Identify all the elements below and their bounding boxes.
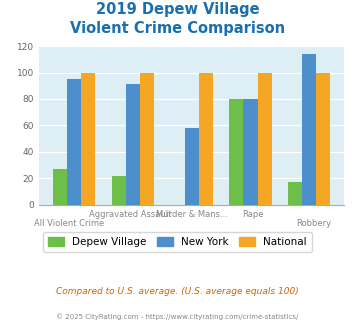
- Bar: [126, 84, 140, 205]
- Bar: [199, 73, 213, 205]
- Bar: [244, 99, 258, 205]
- Bar: [112, 176, 126, 205]
- Text: Violent Crime Comparison: Violent Crime Comparison: [70, 21, 285, 36]
- Bar: [316, 73, 331, 205]
- Bar: [67, 79, 81, 205]
- Legend: Depew Village, New York, National: Depew Village, New York, National: [43, 232, 312, 252]
- Bar: [302, 54, 316, 205]
- Bar: [81, 73, 95, 205]
- Bar: [288, 182, 302, 205]
- Text: Compared to U.S. average. (U.S. average equals 100): Compared to U.S. average. (U.S. average …: [56, 287, 299, 296]
- Bar: [229, 99, 244, 205]
- Text: © 2025 CityRating.com - https://www.cityrating.com/crime-statistics/: © 2025 CityRating.com - https://www.city…: [56, 314, 299, 320]
- Text: All Violent Crime: All Violent Crime: [34, 219, 105, 228]
- Bar: [185, 128, 199, 205]
- Text: Rape: Rape: [242, 210, 263, 218]
- Text: Murder & Mans...: Murder & Mans...: [156, 210, 228, 218]
- Bar: [53, 169, 67, 205]
- Text: 2019 Depew Village: 2019 Depew Village: [96, 2, 259, 16]
- Bar: [258, 73, 272, 205]
- Text: Aggravated Assault: Aggravated Assault: [89, 210, 172, 218]
- Bar: [140, 73, 154, 205]
- Text: Robbery: Robbery: [296, 219, 331, 228]
